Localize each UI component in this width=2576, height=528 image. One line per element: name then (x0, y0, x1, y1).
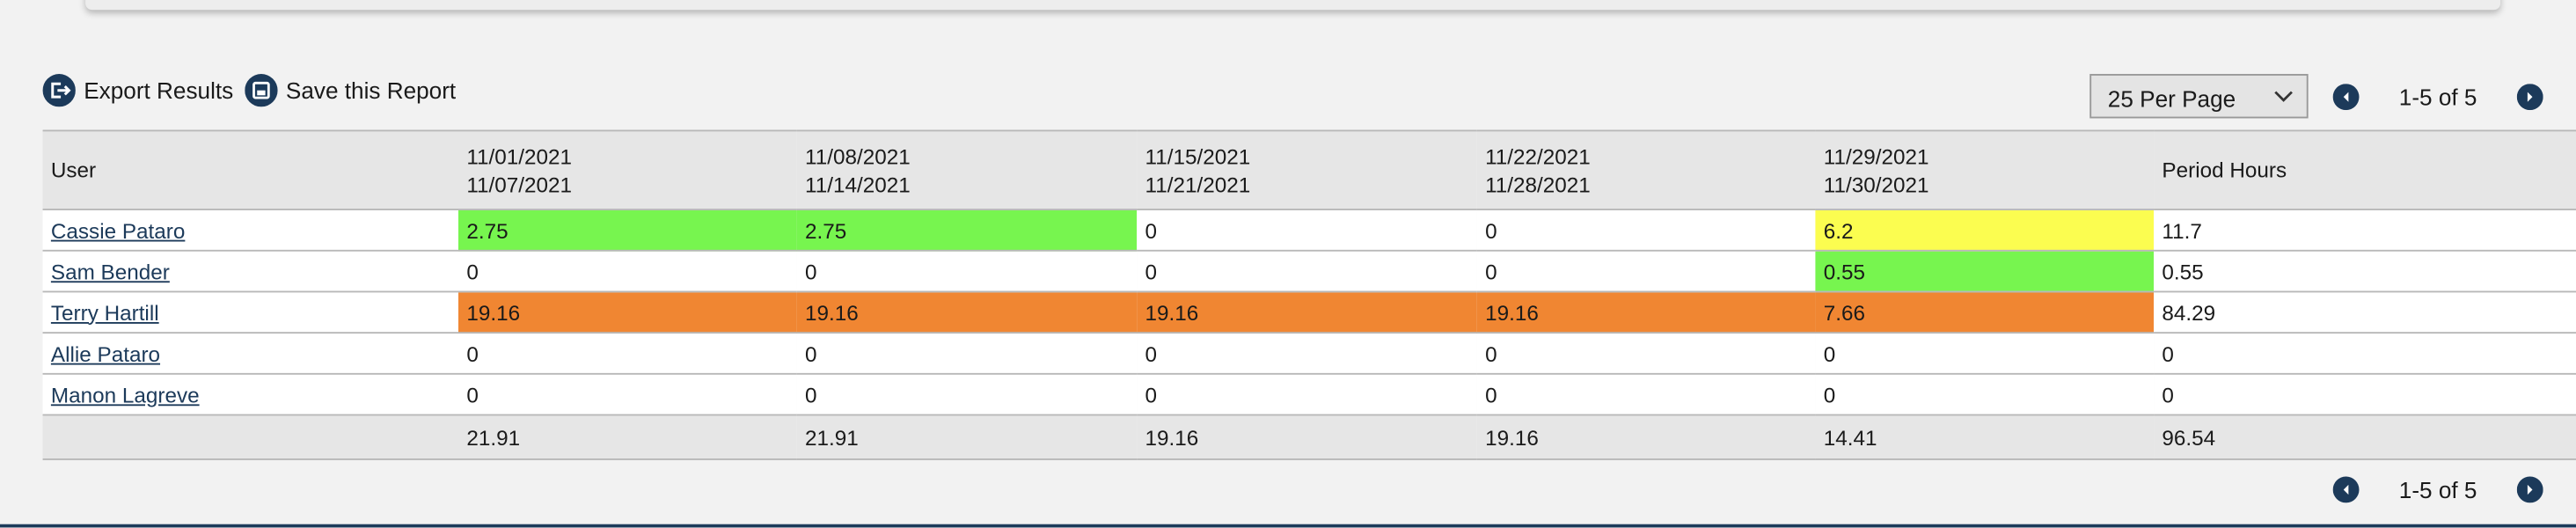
save-button[interactable]: Save this Report (245, 74, 457, 107)
period-start: 11/15/2021 (1145, 143, 1251, 169)
totals-label-cell (42, 414, 458, 460)
hours-cell: 0 (1815, 332, 2155, 375)
period-total-cell: 84.29 (2154, 290, 2576, 334)
save-label: Save this Report (285, 77, 457, 104)
period-total-cell: 0.55 (2154, 249, 2576, 293)
period-start: 11/29/2021 (1823, 143, 1929, 169)
hours-cell: 0 (457, 332, 797, 375)
period-start: 11/01/2021 (466, 143, 573, 169)
user-link[interactable]: Cassie Pataro (50, 217, 186, 243)
export-label: Export Results (84, 77, 234, 104)
export-button[interactable]: Export Results (42, 74, 234, 107)
user-cell: Cassie Pataro (42, 209, 458, 252)
hours-cell: 0 (1137, 249, 1477, 293)
period-end: 11/28/2021 (1485, 172, 1591, 197)
period-total-cell: 0 (2154, 372, 2576, 416)
hours-cell: 19.16 (457, 290, 797, 334)
period-start: 11/22/2021 (1485, 143, 1591, 169)
next-page[interactable] (2516, 476, 2543, 503)
hours-cell: 2.75 (796, 209, 1138, 252)
user-cell: Terry Hartill (42, 290, 458, 334)
hours-cell: 0 (796, 332, 1138, 375)
user-row: Sam Bender 0 0 0 0 0.55 0.55 (42, 249, 2576, 293)
period-end: 11/30/2021 (1823, 172, 1929, 197)
hours-cell: 0 (457, 372, 797, 416)
user-link[interactable]: Manon Lagreve (50, 382, 200, 407)
hours-cell: 0 (1476, 209, 1816, 252)
hours-cell: 19.16 (796, 290, 1138, 334)
dropdown-caret (2274, 91, 2293, 102)
period-header: 11/01/2021 11/07/2021 (457, 129, 797, 211)
user-cell: Manon Lagreve (42, 372, 458, 416)
period-total-cell: 11.7 (2154, 209, 2576, 252)
user-link[interactable]: Terry Hartill (50, 299, 159, 325)
save-icon (245, 74, 278, 107)
user-row: Cassie Pataro 2.75 2.75 0 0 6.2 11.7 (42, 209, 2576, 252)
hours-cell: 0 (1476, 249, 1816, 293)
period-end: 11/14/2021 (805, 172, 911, 197)
column-total: 21.91 (796, 414, 1138, 460)
period-end: 11/07/2021 (466, 172, 573, 197)
prev-page[interactable] (2332, 84, 2360, 111)
user-header: User (42, 129, 458, 211)
total-header: Period Hours (2154, 129, 2576, 211)
hours-cell: 6.2 (1815, 209, 2155, 252)
per-page-select[interactable]: 25 Per Page (2089, 74, 2309, 119)
column-total: 21.91 (457, 414, 797, 460)
hours-cell: 0 (1476, 332, 1816, 375)
column-total: 19.16 (1137, 414, 1477, 460)
period-header: 11/15/2021 11/21/2021 (1137, 129, 1477, 211)
user-row: Manon Lagreve 0 0 0 0 0 0 (42, 372, 2576, 416)
hours-cell: 0 (1476, 372, 1816, 416)
hours-cell: 0 (1815, 372, 2155, 416)
pagination-bottom: 1-5 of 5 (2332, 476, 2543, 503)
hours-cell: 0 (1137, 372, 1477, 416)
period-end: 11/21/2021 (1145, 172, 1251, 197)
hours-cell: 0.55 (1815, 249, 2155, 293)
period-header: 11/22/2021 11/28/2021 (1476, 129, 1816, 211)
grand-total: 96.54 (2154, 414, 2576, 460)
pagination-top: 1-5 of 5 (2332, 84, 2543, 111)
user-cell: Allie Pataro (42, 332, 458, 375)
hours-cell: 19.16 (1137, 290, 1477, 334)
period-header: 11/08/2021 11/14/2021 (796, 129, 1138, 211)
header-row: User 11/01/2021 11/07/2021 11/08/2021 11/14/… (42, 129, 2576, 211)
hours-cell: 0 (796, 372, 1138, 416)
next-page[interactable] (2516, 84, 2543, 111)
hours-cell: 0 (1137, 209, 1477, 252)
page-range: 1-5 of 5 (2398, 476, 2477, 503)
filter-card (85, 0, 2501, 11)
hours-cell: 2.75 (457, 209, 797, 252)
hours-cell: 0 (1137, 332, 1477, 375)
period-start: 11/08/2021 (805, 143, 911, 169)
hours-cell: 7.66 (1815, 290, 2155, 334)
hours-cell: 0 (457, 249, 797, 293)
footer-bar (0, 524, 2576, 528)
per-page-label: 25 Per Page (2107, 85, 2236, 112)
hours-table: User 11/01/2021 11/07/2021 11/08/2021 11/14/… (42, 129, 2576, 460)
column-total: 14.41 (1815, 414, 2155, 460)
page-range: 1-5 of 5 (2398, 84, 2477, 111)
user-row: Allie Pataro 0 0 0 0 0 0 (42, 332, 2576, 375)
hours-cell: 0 (796, 249, 1138, 293)
export-icon (42, 74, 76, 107)
user-row: Terry Hartill 19.16 19.16 19.16 19.16 7.66 84.… (42, 290, 2576, 334)
totals-row: 21.91 21.91 19.16 19.16 14.41 96.54 (42, 414, 2576, 460)
user-link[interactable]: Sam Bender (50, 259, 170, 284)
user-cell: Sam Bender (42, 249, 458, 293)
hours-cell: 19.16 (1476, 290, 1816, 334)
user-link[interactable]: Allie Pataro (50, 341, 161, 366)
period-total-cell: 0 (2154, 332, 2576, 375)
prev-page[interactable] (2332, 476, 2360, 503)
column-total: 19.16 (1476, 414, 1816, 460)
period-header: 11/29/2021 11/30/2021 (1815, 129, 2155, 211)
